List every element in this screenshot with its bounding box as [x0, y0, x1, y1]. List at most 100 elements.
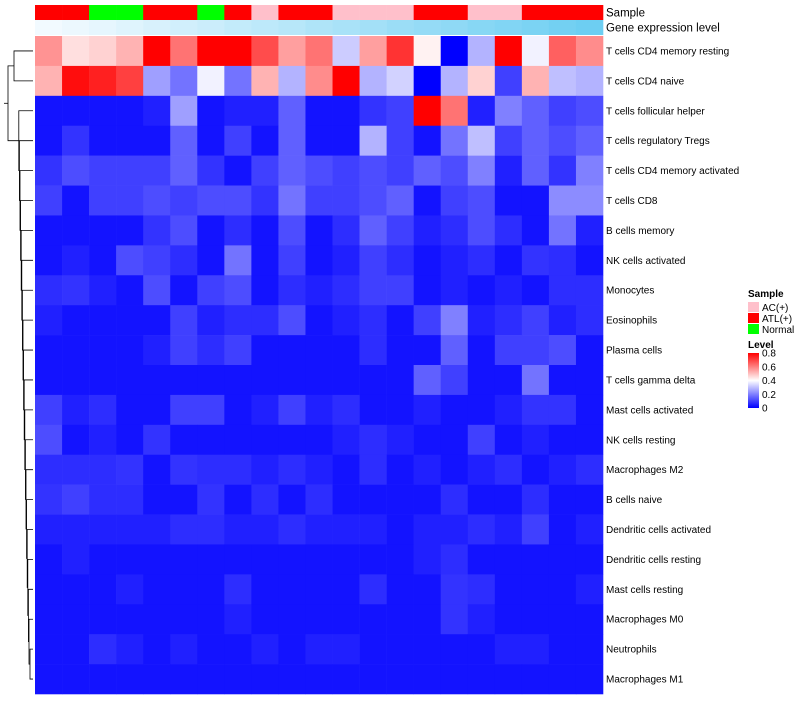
heatmap-cell: [62, 484, 90, 515]
heatmap-cell: [413, 155, 442, 186]
heatmap-cell: [467, 185, 496, 216]
heatmap-cell: [116, 604, 144, 635]
heatmap-cell: [440, 36, 469, 67]
heatmap-cell: [143, 125, 171, 156]
heatmap-cell: [197, 95, 225, 127]
heatmap-cell: [278, 275, 306, 306]
heatmap-cell: [35, 185, 63, 216]
heatmap-cell: [548, 245, 577, 276]
heatmap-cell: [143, 484, 171, 515]
heatmap-cell: [548, 574, 577, 605]
heatmap-cell: [278, 125, 306, 156]
heatmap-cell: [251, 484, 279, 515]
heatmap-cell: [305, 664, 333, 695]
row-label: T cells CD4 naive: [606, 76, 685, 87]
heatmap-cell: [305, 544, 333, 575]
heatmap-cell: [548, 215, 577, 246]
heatmap-cell: [35, 215, 63, 246]
heatmap-cell: [521, 215, 550, 246]
heatmap-cell: [548, 454, 577, 485]
heatmap-cell: [467, 574, 496, 605]
heatmap-cell: [548, 514, 577, 545]
gene-expression-track-cell: [143, 20, 171, 35]
sample-legend-swatch: [748, 324, 759, 334]
sample-track-cell: [197, 5, 225, 20]
sample-legend-swatch: [748, 313, 759, 323]
heatmap-cell: [521, 484, 550, 515]
dendrogram-branch: [13, 50, 33, 82]
heatmap-cell: [35, 544, 63, 575]
heatmap-cell: [143, 574, 171, 605]
heatmap-cell: [116, 245, 144, 276]
heatmap-cell: [386, 574, 414, 605]
heatmap-cell: [386, 215, 414, 246]
row-label: T cells CD4 memory resting: [606, 46, 729, 57]
heatmap-cell: [224, 305, 252, 336]
heatmap-cell: [332, 394, 360, 426]
heatmap-cell: [548, 544, 577, 575]
heatmap-cell: [440, 215, 469, 246]
heatmap-cell: [143, 604, 171, 635]
heatmap-cell: [521, 424, 550, 456]
heatmap-cell: [359, 305, 387, 336]
heatmap-cell: [305, 95, 333, 127]
heatmap-cell: [35, 394, 63, 426]
gene-expression-track-cell: [494, 20, 523, 35]
heatmap-cell: [62, 604, 90, 635]
heatmap-cell: [278, 215, 306, 246]
heatmap-cell: [521, 155, 550, 186]
heatmap-cell: [386, 65, 414, 97]
row-label: Macrophages M0: [606, 615, 684, 626]
heatmap-cell: [386, 664, 414, 695]
heatmap-cell: [170, 664, 198, 695]
gene-expression-track-cell: [413, 20, 442, 35]
level-legend: Level 0.8 0.6 0.4 0.2 0: [748, 340, 776, 415]
heatmap-cell: [305, 365, 333, 396]
heatmap-cell: [62, 454, 90, 485]
heatmap-cell: [521, 574, 550, 605]
heatmap-cell: [467, 544, 496, 575]
heatmap-cell: [278, 155, 306, 186]
heatmap-cell: [278, 604, 306, 635]
heatmap-cell: [413, 424, 442, 456]
heatmap-cell: [359, 125, 387, 156]
heatmap-cell: [197, 185, 225, 216]
heatmap-cell: [170, 125, 198, 156]
heatmap-cell: [440, 365, 469, 396]
heatmap-cell: [224, 394, 252, 426]
heatmap-cell: [251, 394, 279, 426]
heatmap-cell: [521, 275, 550, 306]
heatmap-cell: [440, 275, 469, 306]
heatmap-cell: [116, 155, 144, 186]
heatmap-cell: [116, 215, 144, 246]
heatmap-cell: [35, 125, 63, 156]
heatmap-cell: [278, 36, 306, 67]
row-dendrogram: [4, 50, 33, 680]
heatmap-cell: [116, 664, 144, 695]
heatmap-cell: [224, 65, 252, 97]
heatmap-cell: [224, 634, 252, 665]
heatmap-cell: [251, 65, 279, 97]
gene-expression-track-cell: [575, 20, 604, 35]
heatmap-cell: [197, 664, 225, 695]
heatmap-cell: [467, 634, 496, 665]
sample-track-cell: [575, 5, 604, 20]
heatmap-cell: [224, 215, 252, 246]
heatmap-cell: [548, 305, 577, 336]
heatmap-cell: [575, 185, 604, 216]
heatmap-cell: [143, 215, 171, 246]
heatmap-cell: [170, 574, 198, 605]
heatmap-cell: [386, 305, 414, 336]
heatmap-cell: [332, 604, 360, 635]
heatmap-cell: [305, 604, 333, 635]
heatmap-cell: [386, 634, 414, 665]
heatmap-cell: [467, 424, 496, 456]
heatmap-cell: [386, 335, 414, 366]
heatmap-cell: [278, 424, 306, 456]
gene-expression-track-cell: [35, 20, 63, 35]
heatmap-cell: [62, 664, 90, 695]
heatmap-cell: [35, 155, 63, 186]
row-label: T cells CD8: [606, 196, 658, 207]
sample-track-cell: [224, 5, 252, 20]
heatmap-cell: [413, 365, 442, 396]
